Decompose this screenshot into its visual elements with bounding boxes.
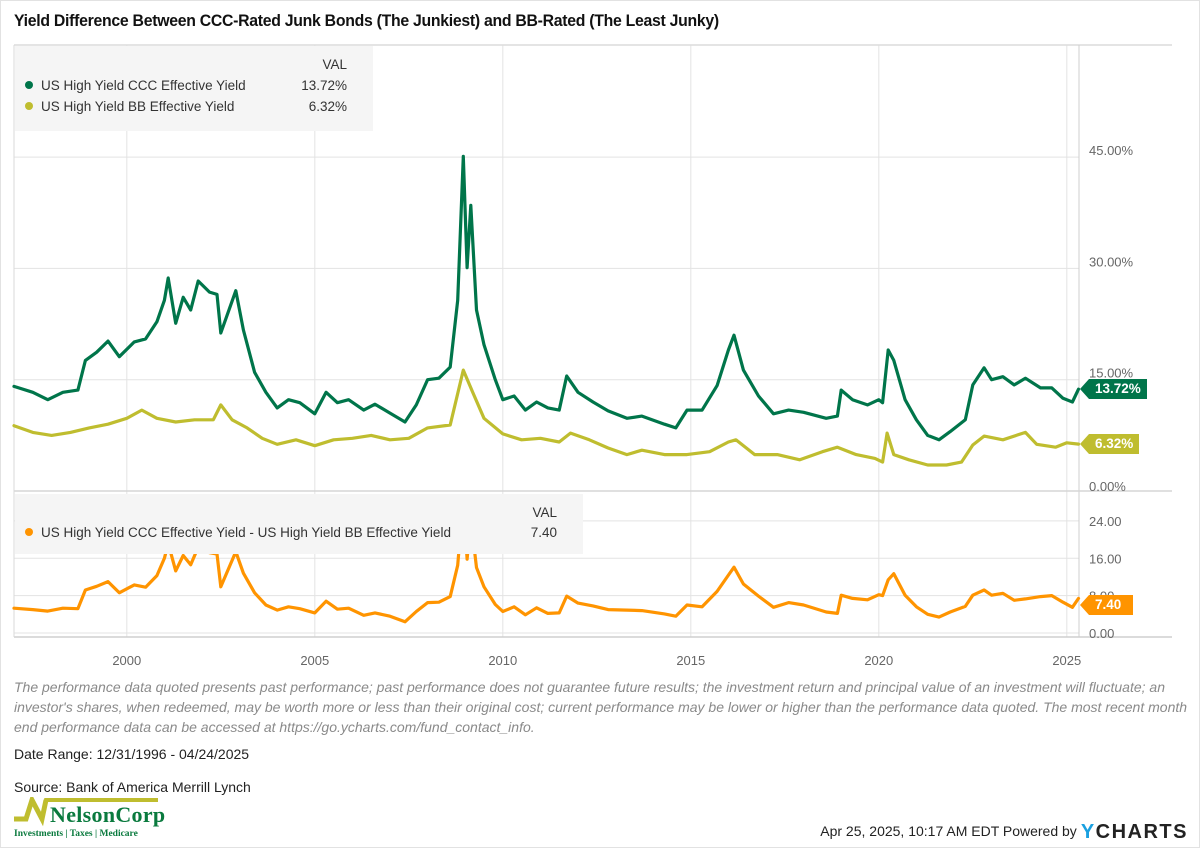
source-text: Source: Bank of America Merrill Lynch	[14, 779, 251, 795]
y-tick-label-bottom: 24.00	[1089, 514, 1122, 529]
y-tick-label-bottom: 16.00	[1089, 551, 1122, 566]
logo-mark-icon	[14, 793, 158, 827]
y-tick-label-top: 30.00%	[1089, 254, 1134, 269]
legend-dot-bb	[25, 102, 33, 110]
logo-tagline: Investments | Taxes | Medicare	[14, 829, 138, 839]
legend-label-ccc: US High Yield CCC Effective Yield	[41, 78, 246, 93]
nelsoncorp-logo: NelsonCorp Investments | Taxes | Medicar…	[12, 793, 166, 841]
legend-bottom-header: VAL	[532, 505, 557, 520]
y-tick-label-top: 0.00%	[1089, 479, 1126, 494]
legend-top: VAL US High Yield CCC Effective Yield 13…	[15, 46, 373, 131]
series-line-bb	[12, 368, 1081, 467]
y-tick-label-top: 45.00%	[1089, 143, 1134, 158]
legend-top-header: VAL	[322, 57, 347, 72]
last-value-ccc: 13.72%	[1095, 381, 1141, 396]
ycharts-logo[interactable]: YCHARTS	[1081, 821, 1188, 843]
chart-canvas: 2000 2005 2010 2015 2020 2025 0.00% 15.00% 30.00…	[12, 44, 1172, 668]
last-value-tag-bb: 6.32%	[1079, 434, 1140, 454]
x-tick-label: 2000	[112, 653, 141, 668]
ycharts-logo-y: Y	[1080, 821, 1096, 843]
last-value-tag-ccc: 13.72%	[1080, 379, 1147, 399]
last-value-spread: 7.40	[1095, 597, 1122, 612]
axes	[13, 44, 1172, 638]
legend-label-bb: US High Yield BB Effective Yield	[41, 99, 235, 114]
series-line-ccc	[12, 154, 1081, 442]
legend-bottom: VAL US High Yield CCC Effective Yield - …	[15, 494, 583, 554]
timestamp-text: Apr 25, 2025, 10:17 AM EDT Powered by	[820, 823, 1077, 839]
chart-title: Yield Difference Between CCC-Rated Junk …	[14, 11, 719, 30]
tick-labels: 2000 2005 2010 2015 2020 2025 0.00% 15.00% 30.00…	[112, 143, 1133, 668]
ycharts-logo-text: CHARTS	[1095, 821, 1188, 843]
y-tick-label-bottom: 0.00	[1089, 626, 1114, 641]
last-value-tag-spread: 7.40	[1079, 595, 1134, 615]
x-tick-label: 2025	[1052, 653, 1081, 668]
legend-item-spread[interactable]: US High Yield CCC Effective Yield - US H…	[25, 525, 451, 540]
footer: Apr 25, 2025, 10:17 AM EDT Powered by YCH…	[820, 821, 1188, 844]
y-tick-label-top: 15.00%	[1089, 366, 1134, 381]
legend-value-bb: 6.32%	[308, 99, 347, 114]
legend-item-bb[interactable]: US High Yield BB Effective Yield	[25, 99, 234, 114]
legend-item-ccc[interactable]: US High Yield CCC Effective Yield	[25, 78, 246, 93]
series-line-spread	[12, 496, 1081, 624]
last-value-bb: 6.32%	[1095, 436, 1134, 451]
legend-dot-ccc	[25, 81, 33, 89]
logo-name: NelsonCorp	[50, 802, 166, 827]
series-layer	[12, 154, 1081, 624]
x-tick-label: 2020	[864, 653, 893, 668]
disclaimer-text: The performance data quoted presents pas…	[14, 679, 1188, 735]
x-tick-label: 2015	[676, 653, 705, 668]
date-range: Date Range: 12/31/1996 - 04/24/2025	[14, 746, 250, 762]
x-tick-label: 2005	[300, 653, 329, 668]
legend-label-spread: US High Yield CCC Effective Yield - US H…	[41, 525, 451, 540]
x-tick-label: 2010	[488, 653, 517, 668]
legend-value-spread: 7.40	[530, 525, 557, 540]
legend-dot-spread	[25, 528, 33, 536]
legend-value-ccc: 13.72%	[301, 78, 347, 93]
